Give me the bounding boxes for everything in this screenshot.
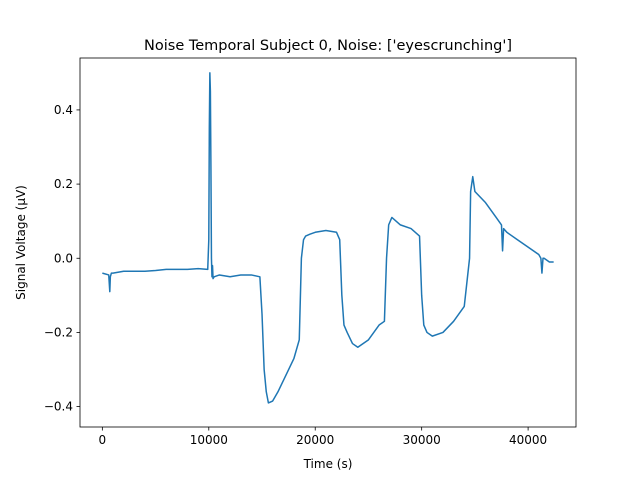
y-axis: −0.4 −0.2 0.0 0.2 0.4: [44, 103, 80, 414]
x-tick-label: 10000: [190, 433, 228, 447]
series-line-0: [102, 72, 554, 404]
plot-area: [79, 57, 577, 428]
x-tick-label: 30000: [403, 433, 441, 447]
x-axis: 0 10000 20000 30000 40000: [99, 427, 547, 447]
y-tick-label: 0.2: [54, 177, 73, 191]
y-axis-label: Signal Voltage (µV): [14, 185, 28, 300]
x-tick-label: 0: [99, 433, 107, 447]
y-tick-label: −0.2: [44, 325, 73, 339]
y-tick-label: 0.4: [54, 103, 73, 117]
x-axis-label: Time (s): [303, 457, 353, 471]
y-tick-label: −0.4: [44, 400, 73, 414]
chart-title: Noise Temporal Subject 0, Noise: ['eyesc…: [144, 38, 512, 54]
y-tick-label: 0.0: [54, 251, 73, 265]
plot-frame: [79, 57, 577, 428]
x-tick-label: 20000: [296, 433, 334, 447]
series-layer: [102, 72, 554, 404]
x-tick-label: 40000: [509, 433, 547, 447]
